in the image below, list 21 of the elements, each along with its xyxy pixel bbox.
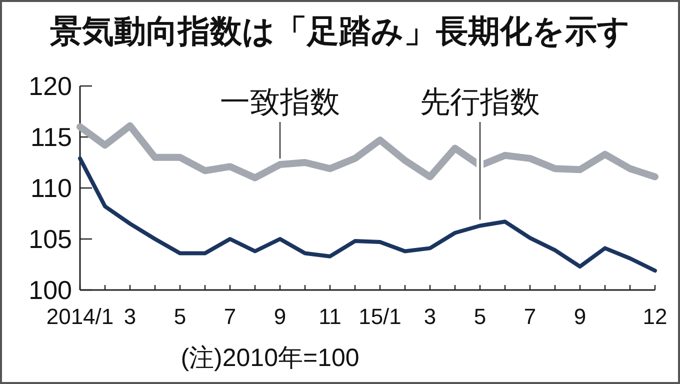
annotation: 一致指数 [220, 86, 340, 119]
text: (注)2010年=100 [180, 344, 360, 372]
x-tick-label: 15/1 [358, 304, 402, 329]
y-tick-label: 105 [28, 224, 72, 254]
y-tick-label: 100 [28, 275, 72, 305]
chart-title: 景気動向指数は「足踏み」長期化を示す [49, 13, 630, 49]
y-tick-label: 120 [28, 71, 72, 101]
x-tick-label: 9 [574, 304, 586, 329]
x-tick-label: 7 [524, 304, 536, 329]
x-tick-label: 11 [318, 304, 342, 329]
x-tick-label: 9 [274, 304, 286, 329]
x-tick-label: 3 [124, 304, 136, 329]
y-tick-label: 110 [30, 173, 72, 203]
x-tick-label: 2014/1 [46, 304, 114, 329]
x-tick-label: 12 [642, 304, 668, 329]
x-tick-label: 7 [224, 304, 236, 329]
y-tick-label: 115 [30, 122, 72, 152]
x-tick-label: 3 [424, 304, 436, 329]
x-tick-label: 5 [174, 304, 186, 329]
x-tick-label: 5 [474, 304, 486, 329]
annotation: 先行指数 [420, 86, 540, 119]
